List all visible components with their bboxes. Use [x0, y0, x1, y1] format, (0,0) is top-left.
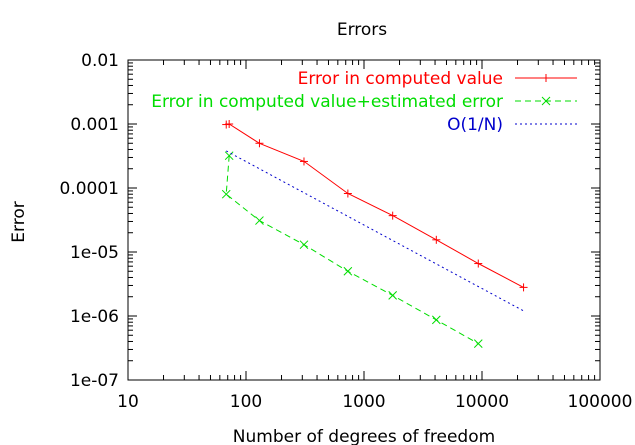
x-axis-label: Number of degrees of freedom	[233, 427, 495, 445]
y-tick-label: 0.01	[81, 51, 119, 71]
series-layer	[221, 120, 528, 348]
x-tick-label: 100000	[568, 392, 633, 412]
legend-label-1: Error in computed value	[298, 69, 503, 89]
x-tick-label: 1000	[342, 392, 385, 412]
legend: Error in computed value Error in computed…	[151, 69, 577, 135]
legend-label-2: Error in computed value+estimated error	[151, 92, 503, 112]
data-point-2	[221, 189, 231, 199]
x-tick-label: 100	[230, 392, 262, 412]
data-point-2	[224, 151, 234, 161]
data-point-2	[343, 266, 353, 276]
legend-marker-1	[542, 74, 550, 82]
data-point-1	[519, 283, 528, 292]
y-axis-label: Error	[9, 201, 29, 242]
data-point-2	[473, 339, 483, 348]
data-point-2	[255, 216, 264, 225]
data-point-2	[388, 291, 398, 300]
data-point-2	[299, 240, 309, 250]
y-tick-label: 0.0001	[60, 179, 119, 199]
y-axis-ticks: 1e-07 1e-06 1e-05 0.0001 0.001 0.01	[60, 51, 600, 391]
x-tick-label: 10000	[455, 392, 509, 412]
series-line-2	[225, 155, 479, 345]
data-point-1	[225, 120, 234, 128]
data-point-1	[299, 157, 308, 166]
legend-label-3: O(1/N)	[447, 115, 503, 135]
data-point-1	[432, 235, 441, 244]
data-point-1	[474, 259, 483, 268]
series-line-3	[225, 150, 524, 312]
data-point-2	[431, 315, 441, 325]
x-axis-ticks: 10 100 1000 10000 100000	[117, 60, 632, 412]
chart-title: Errors	[337, 20, 387, 40]
y-tick-label: 0.001	[70, 115, 119, 135]
legend-marker-2	[541, 96, 551, 106]
y-tick-label: 1e-07	[70, 371, 119, 391]
data-point-1	[388, 211, 397, 220]
y-tick-label: 1e-06	[70, 307, 119, 327]
data-point-1	[255, 139, 264, 148]
data-point-1	[343, 189, 352, 198]
x-tick-label: 10	[117, 392, 139, 412]
y-tick-label: 1e-05	[70, 243, 119, 263]
